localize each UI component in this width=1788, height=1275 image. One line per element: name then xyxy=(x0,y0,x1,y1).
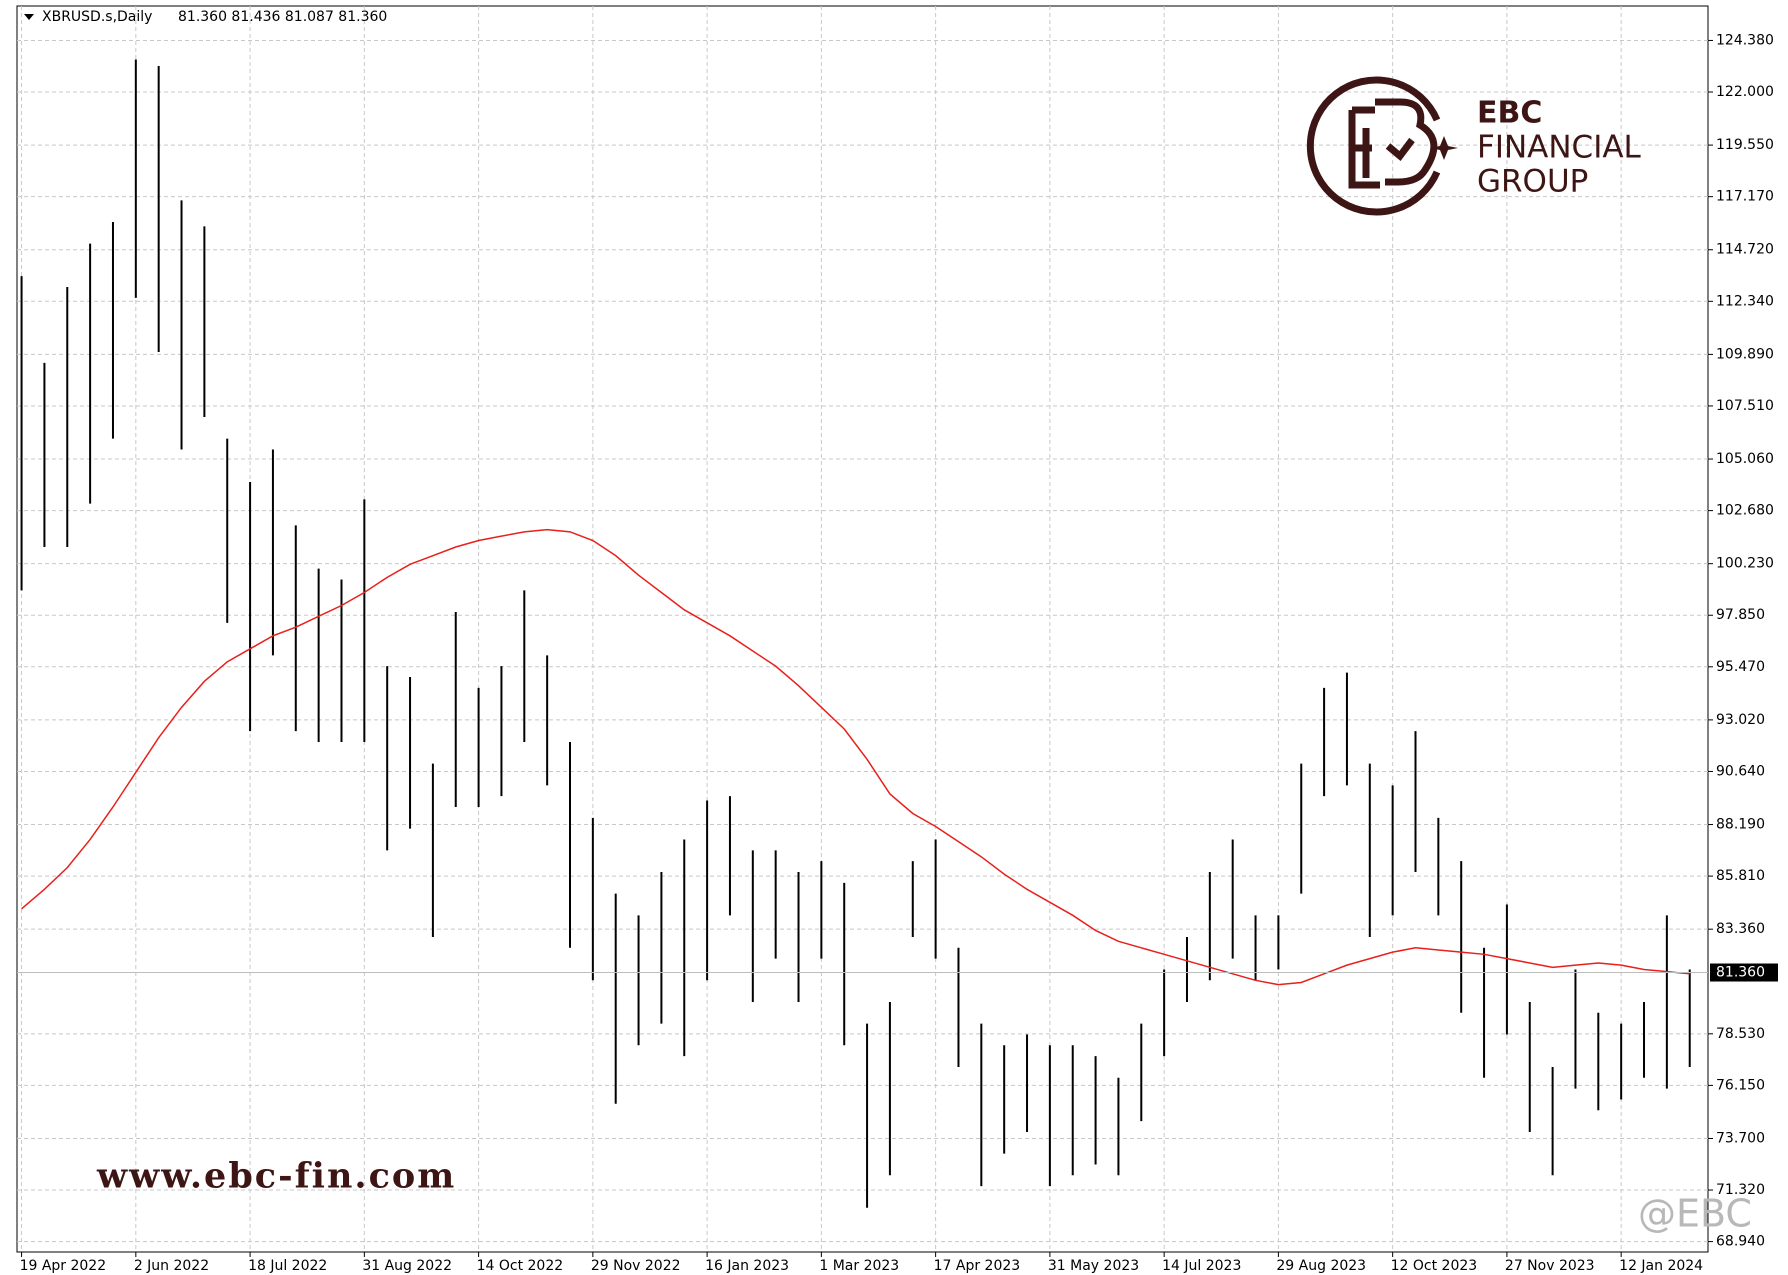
x-tick-label: 12 Jan 2024 xyxy=(1619,1258,1703,1274)
x-tick-label: 29 Nov 2022 xyxy=(591,1258,681,1274)
y-tick-label: 90.640 xyxy=(1716,763,1765,779)
moving-average xyxy=(21,528,1690,986)
y-tick-label: 102.680 xyxy=(1716,503,1774,519)
logo-e xyxy=(1348,106,1380,189)
logo-text: EBC xyxy=(1477,96,1542,131)
logo-ring xyxy=(1306,76,1441,216)
x-tick-label: 14 Oct 2022 xyxy=(477,1258,564,1274)
y-tick-label: 85.810 xyxy=(1716,868,1765,884)
y-tick-label: 68.940 xyxy=(1716,1234,1765,1250)
y-tick-label: 83.360 xyxy=(1716,921,1765,937)
x-tick-label: 12 Oct 2023 xyxy=(1391,1258,1478,1274)
x-tick-label: 14 Jul 2023 xyxy=(1162,1258,1241,1274)
y-tick-label: 100.230 xyxy=(1716,556,1774,572)
grid-layer xyxy=(17,6,1708,1252)
y-tick-label: 78.530 xyxy=(1716,1026,1765,1042)
logo-check xyxy=(1385,137,1415,162)
y-tick-label: 105.060 xyxy=(1716,451,1774,467)
website: www.ebc-fin.com xyxy=(96,1156,456,1197)
x-tick-label: 29 Aug 2023 xyxy=(1276,1258,1366,1274)
y-tick-label: 124.380 xyxy=(1716,32,1774,48)
x-tick-label: 2 Jun 2022 xyxy=(134,1258,209,1274)
x-tick-label: 16 Jan 2023 xyxy=(705,1258,789,1274)
y-tick-label: 71.320 xyxy=(1716,1182,1765,1198)
y-tick-label: 93.020 xyxy=(1716,712,1765,728)
y-tick-label: 117.170 xyxy=(1716,189,1774,205)
y-tick-label: 114.720 xyxy=(1716,242,1774,258)
last-price-label: 81.360 xyxy=(1716,965,1765,981)
y-tick-label: 112.340 xyxy=(1716,293,1774,309)
last-price-box xyxy=(1710,963,1778,982)
x-tick-label: 31 May 2023 xyxy=(1048,1258,1139,1274)
logo-mark xyxy=(1306,76,1441,216)
y-tick-label: 122.000 xyxy=(1716,84,1774,100)
y-tick-label: 107.510 xyxy=(1716,398,1774,414)
y-tick-label: 88.190 xyxy=(1716,817,1765,833)
x-tick-label: 1 Mar 2023 xyxy=(819,1258,899,1274)
logo-star xyxy=(1430,136,1458,160)
y-tick-label: 73.700 xyxy=(1716,1130,1765,1146)
symbol-title: XBRUSD.s,Daily xyxy=(42,9,152,25)
y-tick-label: 95.470 xyxy=(1716,659,1765,675)
x-tick-label: 18 Jul 2022 xyxy=(248,1258,327,1274)
x-tick-label: 27 Nov 2023 xyxy=(1505,1258,1595,1274)
dropdown-arrow[interactable] xyxy=(24,14,34,20)
watermark: @EBC xyxy=(1638,1192,1752,1236)
y-tick-label: 76.150 xyxy=(1716,1077,1765,1093)
x-tick-label: 19 Apr 2022 xyxy=(20,1258,107,1274)
x-tick-label: 31 Aug 2022 xyxy=(362,1258,452,1274)
ohlc-header: 81.360 81.436 81.087 81.360 xyxy=(178,9,387,25)
y-tick-label: 119.550 xyxy=(1716,137,1774,153)
x-tick-label: 17 Apr 2023 xyxy=(934,1258,1021,1274)
plot-frame xyxy=(16,5,1709,1253)
logo-text: FINANCIAL xyxy=(1477,130,1642,166)
logo-text: GROUP xyxy=(1477,164,1588,200)
y-tick-label: 109.890 xyxy=(1716,346,1774,362)
logo-b xyxy=(1375,98,1438,186)
y-tick-label: 97.850 xyxy=(1716,607,1765,623)
